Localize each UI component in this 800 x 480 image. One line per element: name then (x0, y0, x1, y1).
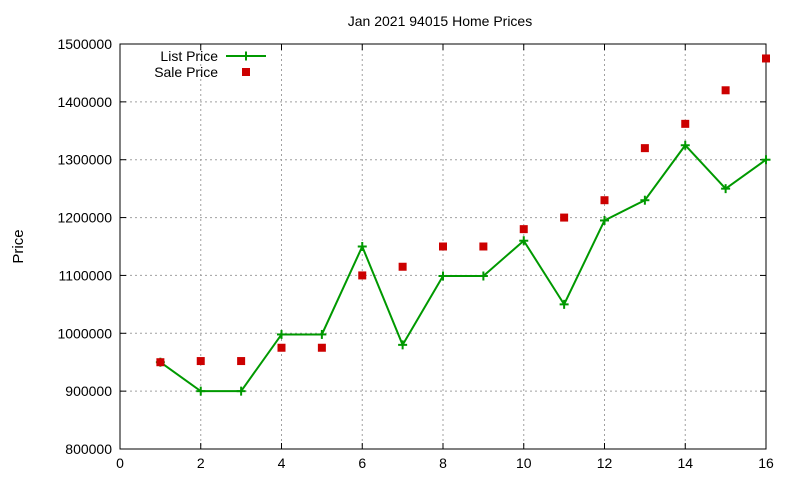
axis-ticks (119, 43, 767, 450)
list-price-point (196, 386, 206, 396)
sale-price-point (439, 242, 447, 251)
sale-price-point (196, 357, 205, 366)
y-tick-label: 800000 (65, 441, 112, 457)
legend-label-sale-price: Sale Price (154, 64, 218, 80)
legend-square (242, 68, 250, 76)
y-tick-label: 1200000 (57, 210, 112, 226)
list-price-point (761, 155, 771, 165)
series (155, 54, 771, 396)
series-list-price (155, 140, 771, 396)
list-price-point (519, 236, 529, 246)
x-tick-label: 6 (358, 455, 366, 471)
list-price-point (640, 195, 650, 205)
sale-price-point (277, 343, 286, 352)
sale-price-point (398, 262, 407, 271)
x-tick-label: 8 (439, 455, 447, 471)
list-price-point (680, 140, 690, 150)
x-tick-label: 4 (278, 455, 286, 471)
y-tick-label: 1000000 (57, 325, 112, 341)
list-price-line (159, 143, 767, 393)
x-tick-label: 2 (197, 455, 205, 471)
list-price-point (559, 299, 569, 309)
list-price-point (357, 242, 367, 251)
list-price-point (721, 184, 731, 194)
list-price-point (478, 271, 488, 281)
legend-symbol-list-price (226, 51, 266, 61)
legend: List Price Sale Price (154, 48, 266, 80)
sale-price-point (317, 343, 326, 352)
y-tick-label: 1300000 (57, 152, 112, 168)
list-price-point (277, 329, 286, 339)
list-price-point (398, 340, 408, 350)
sale-price-point (721, 86, 730, 95)
sale-price-point (762, 54, 770, 63)
chart-title: Jan 2021 94015 Home Prices (348, 13, 532, 29)
sale-price-point (600, 196, 609, 205)
y-tick-label: 1100000 (59, 267, 113, 283)
y-tick-label: 1400000 (57, 94, 112, 110)
sale-price-point (640, 144, 649, 153)
y-tick-label: 1500000 (57, 36, 112, 52)
legend-label-list-price: List Price (160, 48, 218, 64)
list-price-point (600, 215, 609, 225)
legend-plus (241, 51, 251, 61)
sale-price-point (519, 225, 528, 234)
list-price-point (438, 271, 448, 281)
list-price-point (236, 386, 246, 396)
x-tick-label: 16 (758, 455, 774, 471)
sale-price-point (237, 357, 246, 366)
series-sale-price (156, 54, 770, 367)
sale-price-point (479, 242, 488, 251)
list-price-point (317, 329, 327, 339)
legend-symbol-sale-price (242, 68, 250, 76)
tick-labels: 0 2 4 6 8 10 12 14 16 800000 900000 1000000 1100000 1… (57, 36, 774, 471)
sale-price-point (156, 358, 165, 367)
y-tick-label: 900000 (65, 383, 112, 399)
x-tick-label: 10 (516, 455, 532, 471)
sale-price-point (560, 213, 569, 222)
sale-price-point (681, 119, 690, 128)
x-tick-label: 0 (116, 455, 124, 471)
y-axis-label: Price (10, 229, 27, 263)
x-tick-label: 12 (597, 455, 613, 471)
sale-price-point (358, 271, 367, 280)
x-tick-label: 14 (677, 455, 693, 471)
